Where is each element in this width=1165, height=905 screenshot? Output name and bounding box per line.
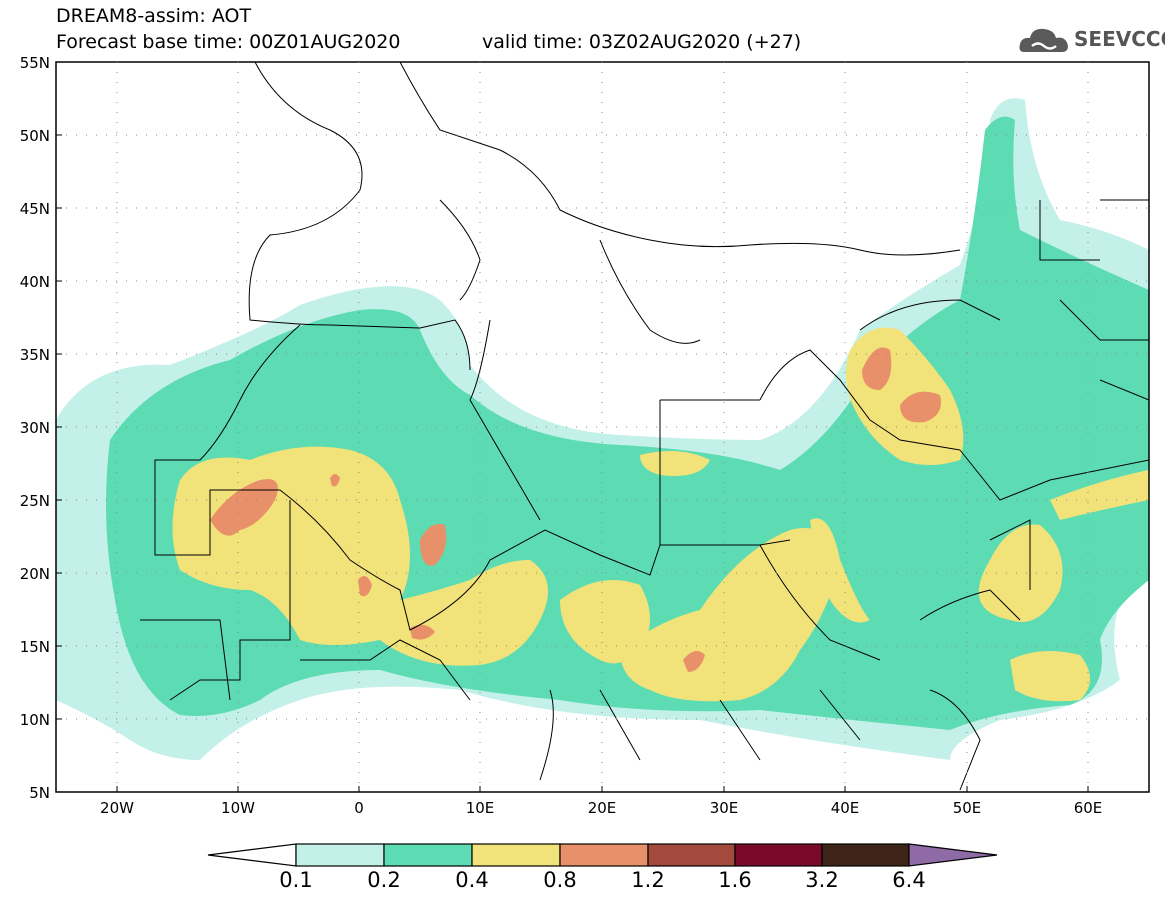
lon-label: 40E [831, 799, 860, 817]
colorbar-label: 1.2 [631, 868, 665, 892]
forecast-base-time: Forecast base time: 00Z01AUG2020 [56, 31, 401, 53]
colorbar-swatch [734, 843, 823, 867]
valid-time: valid time: 03Z02AUG2020 (+27) [482, 31, 802, 53]
lat-label: 25N [20, 492, 50, 510]
lon-label: 20W [100, 799, 134, 817]
colorbar-swatch [471, 843, 561, 867]
colorbar-label: 0.2 [367, 868, 401, 892]
lat-label: 50N [20, 127, 50, 145]
lon-label: 50E [953, 799, 982, 817]
logo-text: SEEVCCC [1074, 27, 1165, 51]
lat-label: 15N [20, 638, 50, 656]
graticule [56, 62, 1149, 792]
model-title: DREAM8-assim: AOT [56, 5, 252, 27]
colorbar-label: 0.4 [455, 868, 489, 892]
colorbar-label: 3.2 [805, 868, 839, 892]
aot-field [56, 98, 1149, 760]
longitude-labels: 20W 10W 0 10E 20E 30E 40E 50E 60E [100, 799, 1102, 817]
lat-label: 45N [20, 200, 50, 218]
latitude-labels: 55N 50N 45N 40N 35N 30N 25N 20N 15N 10N … [20, 54, 50, 802]
axis-ticks [56, 61, 1089, 792]
colorbar-under-arrow [207, 843, 297, 867]
colorbar-label: 6.4 [892, 868, 926, 892]
lat-label: 35N [20, 346, 50, 364]
lat-label: 40N [20, 273, 50, 291]
lat-label: 20N [20, 565, 50, 583]
colorbar-label: 0.8 [543, 868, 577, 892]
lat-label: 55N [20, 54, 50, 72]
lon-label: 10E [466, 799, 495, 817]
colorbar [207, 843, 998, 867]
lon-label: 30E [710, 799, 739, 817]
lat-label: 10N [20, 711, 50, 729]
colorbar-label: 0.1 [279, 868, 313, 892]
colorbar-swatch [559, 843, 649, 867]
lon-label: 0 [354, 799, 364, 817]
cloud-icon [1019, 28, 1068, 52]
colorbar-swatch [647, 843, 736, 867]
colorbar-swatch [383, 843, 473, 867]
country-borders [140, 62, 1149, 791]
lat-label: 5N [29, 784, 50, 802]
colorbar-label: 1.6 [718, 868, 752, 892]
lat-label: 30N [20, 419, 50, 437]
colorbar-swatch [295, 843, 385, 867]
colorbar-swatch [821, 843, 910, 867]
colorbar-over-arrow [908, 843, 998, 867]
lon-label: 60E [1074, 799, 1103, 817]
lon-label: 20E [588, 799, 617, 817]
lon-label: 10W [221, 799, 255, 817]
